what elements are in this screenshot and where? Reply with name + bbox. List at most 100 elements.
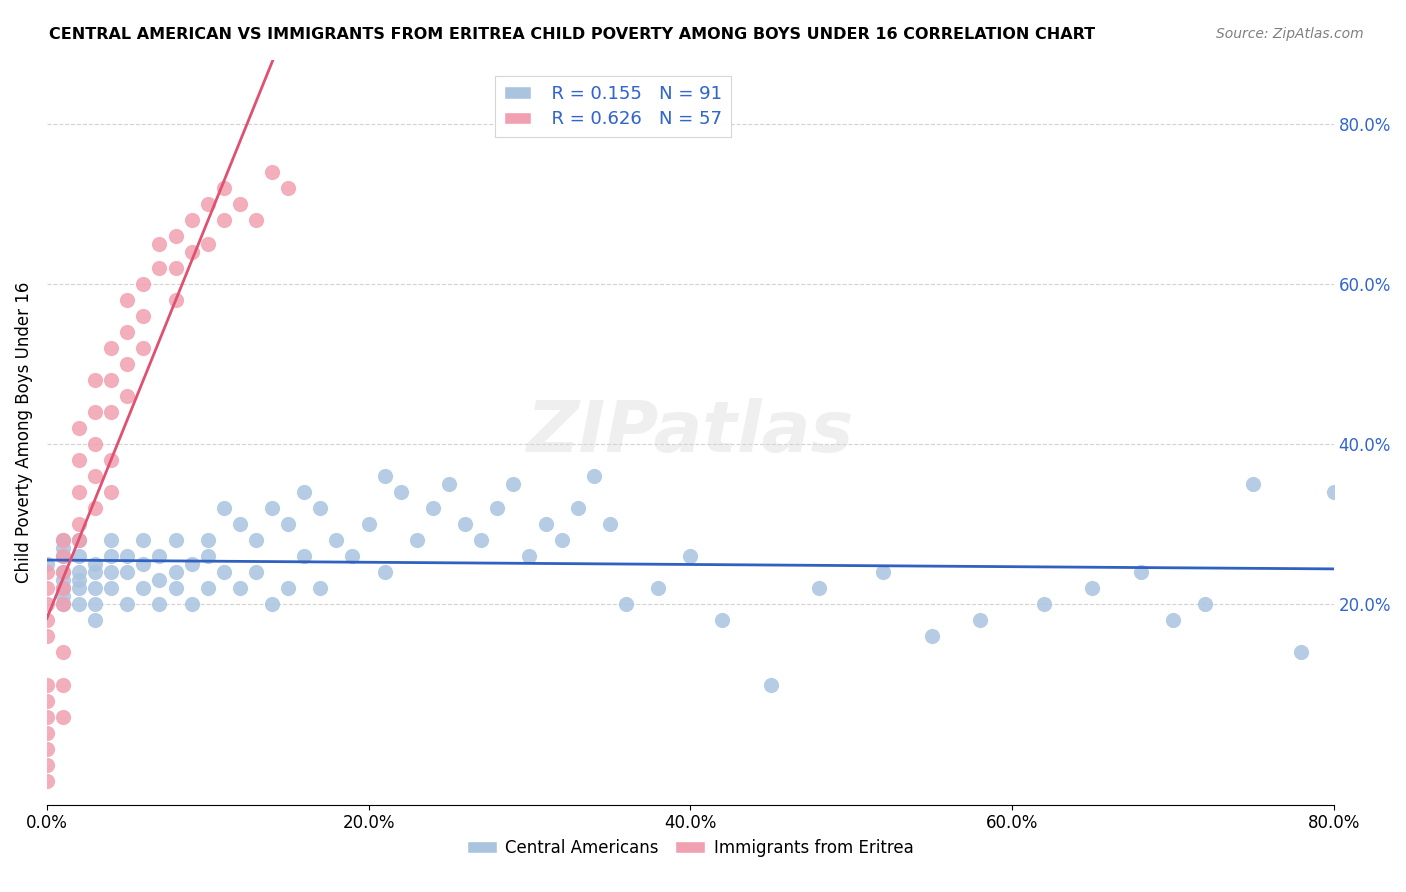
Point bbox=[582, 469, 605, 483]
Point bbox=[35, 709, 58, 723]
Point bbox=[35, 677, 58, 691]
Point bbox=[35, 582, 58, 596]
Point bbox=[117, 389, 139, 403]
Point bbox=[454, 517, 477, 532]
Point bbox=[100, 405, 122, 419]
Point bbox=[245, 212, 267, 227]
Y-axis label: Child Poverty Among Boys Under 16: Child Poverty Among Boys Under 16 bbox=[15, 282, 32, 582]
Point bbox=[117, 566, 139, 580]
Point bbox=[132, 309, 155, 323]
Point bbox=[759, 677, 782, 691]
Point bbox=[1323, 485, 1346, 500]
Point bbox=[1129, 566, 1152, 580]
Point bbox=[342, 549, 364, 564]
Point bbox=[165, 228, 187, 243]
Point bbox=[389, 485, 412, 500]
Point bbox=[100, 453, 122, 467]
Point bbox=[1161, 614, 1184, 628]
Point bbox=[35, 566, 58, 580]
Point bbox=[1241, 477, 1264, 491]
Point bbox=[52, 590, 75, 604]
Point bbox=[67, 485, 90, 500]
Point bbox=[165, 566, 187, 580]
Point bbox=[374, 566, 396, 580]
Point bbox=[117, 325, 139, 339]
Point bbox=[52, 677, 75, 691]
Point bbox=[357, 517, 380, 532]
Point bbox=[165, 293, 187, 307]
Point bbox=[35, 693, 58, 707]
Point bbox=[405, 533, 427, 548]
Point bbox=[969, 614, 991, 628]
Point bbox=[277, 517, 299, 532]
Point bbox=[470, 533, 492, 548]
Point bbox=[132, 582, 155, 596]
Point bbox=[679, 549, 702, 564]
Point bbox=[212, 181, 235, 195]
Point bbox=[84, 614, 107, 628]
Point bbox=[148, 598, 170, 612]
Point bbox=[100, 485, 122, 500]
Point bbox=[1033, 598, 1056, 612]
Point bbox=[117, 357, 139, 371]
Point bbox=[52, 574, 75, 588]
Point bbox=[35, 773, 58, 788]
Point bbox=[35, 558, 58, 572]
Point bbox=[921, 629, 943, 643]
Point bbox=[502, 477, 524, 491]
Point bbox=[84, 405, 107, 419]
Point bbox=[165, 533, 187, 548]
Point bbox=[519, 549, 541, 564]
Text: ZIPatlas: ZIPatlas bbox=[527, 398, 853, 467]
Point bbox=[229, 582, 252, 596]
Point bbox=[84, 598, 107, 612]
Point bbox=[84, 558, 107, 572]
Point bbox=[67, 549, 90, 564]
Legend:   R = 0.155   N = 91,   R = 0.626   N = 57: R = 0.155 N = 91, R = 0.626 N = 57 bbox=[495, 76, 731, 137]
Point bbox=[117, 598, 139, 612]
Point bbox=[212, 212, 235, 227]
Point bbox=[262, 598, 284, 612]
Point bbox=[245, 533, 267, 548]
Point bbox=[67, 582, 90, 596]
Point bbox=[35, 629, 58, 643]
Point bbox=[148, 236, 170, 251]
Point bbox=[67, 517, 90, 532]
Point bbox=[35, 757, 58, 772]
Point bbox=[197, 549, 219, 564]
Point bbox=[132, 533, 155, 548]
Point bbox=[35, 614, 58, 628]
Point bbox=[84, 437, 107, 451]
Point bbox=[84, 566, 107, 580]
Point bbox=[67, 453, 90, 467]
Point bbox=[229, 517, 252, 532]
Point bbox=[197, 196, 219, 211]
Point bbox=[309, 501, 332, 516]
Point bbox=[277, 181, 299, 195]
Point bbox=[67, 574, 90, 588]
Point bbox=[100, 373, 122, 387]
Point bbox=[52, 598, 75, 612]
Point bbox=[807, 582, 830, 596]
Point bbox=[52, 582, 75, 596]
Point bbox=[117, 549, 139, 564]
Point bbox=[148, 574, 170, 588]
Point bbox=[84, 469, 107, 483]
Point bbox=[35, 598, 58, 612]
Point bbox=[197, 582, 219, 596]
Point bbox=[52, 533, 75, 548]
Point bbox=[52, 549, 75, 564]
Point bbox=[117, 293, 139, 307]
Point bbox=[212, 501, 235, 516]
Point bbox=[180, 212, 202, 227]
Point bbox=[148, 260, 170, 275]
Point bbox=[52, 549, 75, 564]
Point bbox=[67, 533, 90, 548]
Point bbox=[262, 501, 284, 516]
Point bbox=[1194, 598, 1216, 612]
Point bbox=[84, 501, 107, 516]
Point bbox=[52, 566, 75, 580]
Point bbox=[245, 566, 267, 580]
Point bbox=[148, 549, 170, 564]
Point bbox=[67, 533, 90, 548]
